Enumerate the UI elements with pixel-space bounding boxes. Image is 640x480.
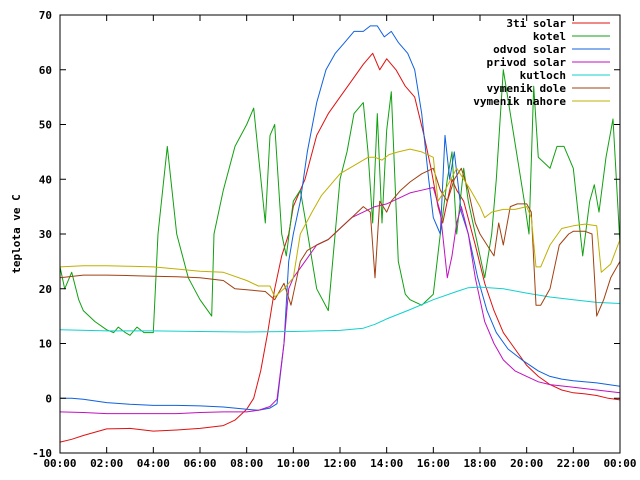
x-tick-label: 14:00	[370, 457, 403, 470]
y-tick-label: 10	[39, 338, 52, 351]
legend-label: kutloch	[520, 69, 566, 82]
x-tick-label: 12:00	[323, 457, 356, 470]
y-tick-label: 40	[39, 173, 52, 186]
y-tick-label: -10	[32, 447, 52, 460]
x-tick-label: 02:00	[90, 457, 123, 470]
series-line-kotel	[59, 69, 621, 336]
series-line-privod-solar	[59, 187, 621, 415]
series-line-3ti-solar	[59, 52, 621, 443]
x-tick-label: 20:00	[510, 457, 543, 470]
x-tick-label: 22:00	[557, 457, 590, 470]
x-tick-label: 00:00	[603, 457, 636, 470]
y-tick-label: 0	[45, 392, 52, 405]
ticks-layer: 00:00 02:00 04:00 06:00 08:00 10:00 12:00 14:00…	[32, 9, 636, 470]
y-tick-label: 20	[39, 283, 52, 296]
x-tick-label: 18:00	[463, 457, 496, 470]
series-line-vymenik-nahore	[59, 148, 621, 298]
series-line-vymenik-dole	[59, 167, 621, 317]
x-tick-label: 06:00	[183, 457, 216, 470]
y-tick-label: 60	[39, 64, 52, 77]
y-tick-label: 70	[39, 9, 52, 22]
y-tick-label: 30	[39, 228, 52, 241]
series-layer	[59, 25, 621, 443]
legend-label: odvod solar	[493, 43, 566, 56]
legend-label: vymenik nahore	[473, 95, 566, 108]
x-tick-label: 16:00	[417, 457, 450, 470]
legend-label: privod solar	[487, 56, 567, 69]
y-axis-title: teplota ve C	[10, 194, 23, 273]
legend-label: vymenik dole	[487, 82, 567, 95]
legend-label: kotel	[533, 30, 566, 43]
y-tick-label: 50	[39, 119, 52, 132]
series-line-kutloch	[59, 286, 621, 333]
series-line-odvod-solar	[60, 25, 621, 411]
x-tick-label: 08:00	[230, 457, 263, 470]
x-tick-label: 04:00	[137, 457, 170, 470]
x-tick-label: 00:00	[43, 457, 76, 470]
legend-label: 3ti solar	[506, 17, 566, 30]
x-tick-label: 10:00	[277, 457, 310, 470]
